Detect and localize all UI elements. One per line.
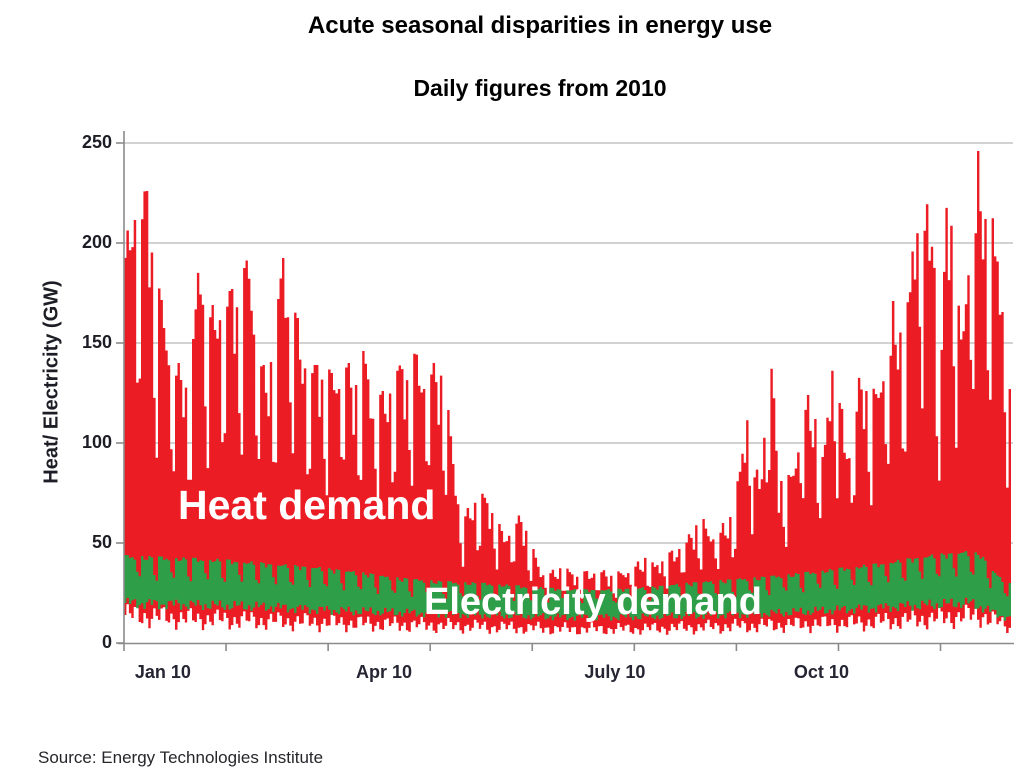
- y-tick-label-250: 250: [81, 132, 112, 152]
- page-subtitle: Daily figures from 2010: [413, 75, 667, 101]
- source-note: Source: Energy Technologies Institute: [38, 748, 324, 767]
- electricity-demand-area: [124, 551, 1011, 621]
- x-tick-label-july-10: July 10: [584, 662, 646, 682]
- page-title: Acute seasonal disparities in energy use: [307, 12, 773, 39]
- y-tick-label-50: 50: [91, 532, 112, 552]
- x-tick-label-oct-10: Oct 10: [793, 662, 849, 682]
- heat-demand-series-label: Heat demand: [178, 482, 436, 528]
- y-tick-label-100: 100: [81, 432, 112, 452]
- heat-demand-area: [124, 151, 1011, 635]
- y-tick-label-200: 200: [81, 232, 112, 252]
- y-axis-title: Heat/ Electricity (GW): [40, 280, 63, 484]
- electricity-demand-series-label: Electricity demand: [424, 581, 762, 623]
- x-tick-label-apr-10: Apr 10: [356, 662, 413, 682]
- y-tick-label-0: 0: [101, 632, 112, 652]
- y-tick-label-150: 150: [81, 332, 112, 352]
- x-tick-label-jan-10: Jan 10: [134, 662, 191, 682]
